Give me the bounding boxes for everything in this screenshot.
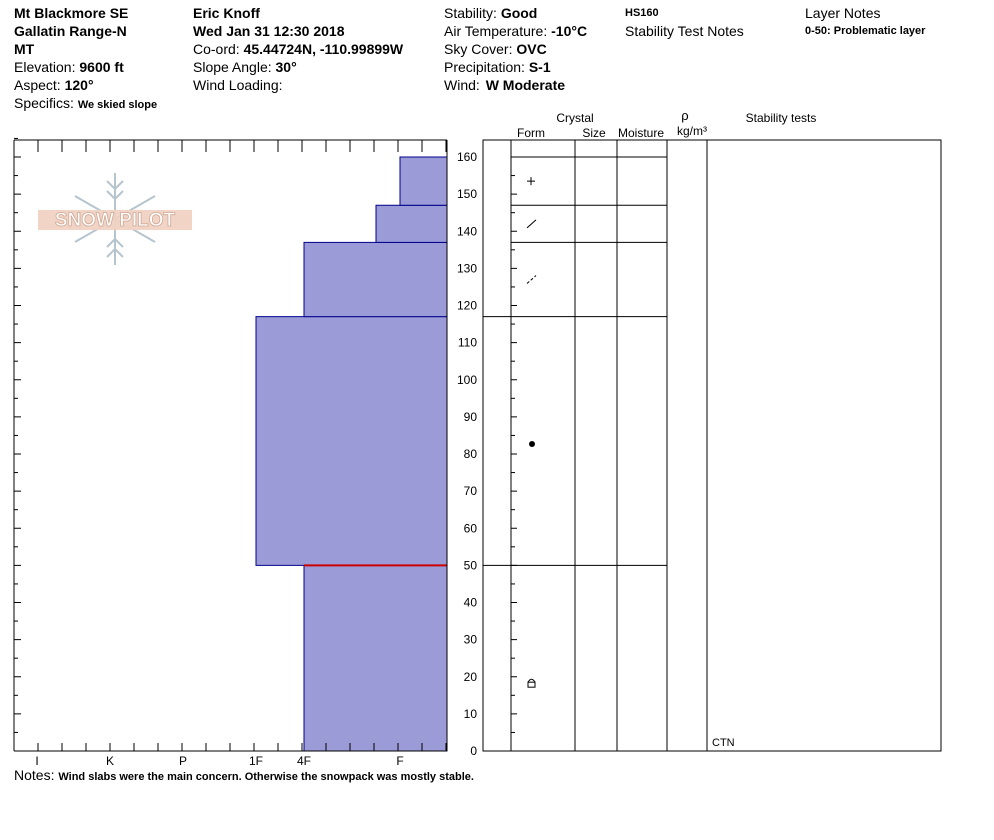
air-temp-label: Air Temperature: (444, 23, 548, 39)
faceted-rounding-icon (527, 681, 536, 688)
rounded-grains-icon (529, 441, 535, 448)
location-name: Mt Blackmore SE (14, 5, 129, 21)
height-tick-label: 140 (457, 224, 477, 238)
height-tick-label: 130 (457, 261, 477, 275)
hardness-layers (255, 156, 448, 752)
air-temp-field: Air Temperature: -10°C (444, 22, 587, 40)
crystal-header: Crystal (556, 111, 593, 125)
slope-label: Slope Angle: (193, 59, 272, 75)
hardness-tick-label: K (106, 754, 114, 768)
aspect-value: 120° (64, 77, 94, 93)
hardness-tick-label: I (35, 754, 38, 768)
notes-text: Wind slabs were the main concern. Otherw… (58, 771, 474, 783)
observer-name: Eric Knoff (193, 5, 260, 21)
precipitation-label: Precipitation: (444, 59, 525, 75)
hardness-tick-label: P (179, 754, 187, 768)
hardness-tick-label: 4F (297, 754, 311, 768)
height-tick-label: 80 (464, 447, 478, 461)
air-temp-value: -10°C (551, 23, 588, 39)
observation-datetime: Wed Jan 31 12:30 2018 (193, 23, 345, 39)
specifics-label: Specifics: (14, 95, 74, 111)
elevation-field: Elevation: 9600 ft (14, 58, 124, 76)
height-tick-label: 150 (457, 187, 477, 201)
snow-pilot-logo: SNOW PILOT (38, 173, 192, 265)
precipitation-field: Precipitation: S-1 (444, 58, 551, 76)
height-tick-label: 60 (464, 521, 478, 535)
notes-label: Notes: (14, 767, 55, 783)
stability-test-notes-title: Stability Test Notes (625, 23, 744, 39)
stability-value: Good (500, 5, 538, 21)
height-tick-label: 70 (464, 484, 478, 498)
hardness-layer-1 (255, 316, 448, 566)
wind-label: Wind: (444, 77, 480, 93)
coord-label: Co-ord: (193, 41, 240, 57)
stability-tests-header: Stability tests (746, 111, 817, 125)
height-tick-label: 90 (464, 410, 478, 424)
stability-test-result: CTN (712, 737, 735, 749)
slope-value: 30° (275, 59, 297, 75)
slope-field: Slope Angle: 30° (193, 58, 297, 76)
height-tick-label: 0 (470, 744, 477, 758)
wind-loading-field: Wind Loading: (193, 76, 283, 94)
precipitation-value: S-1 (528, 59, 551, 75)
logo-text: SNOW PILOT (55, 210, 176, 231)
hardness-axis: I K P 1F 4F F (13, 137, 448, 768)
crystal-form-symbols (526, 177, 537, 688)
logo-banner (38, 210, 192, 230)
aspect-field: Aspect: 120° (14, 76, 94, 94)
height-tick-label: 120 (457, 299, 477, 313)
decomposing-fragments-icon (526, 275, 537, 284)
coord-field: Co-ord: 45.44724N, -110.99899W (193, 40, 403, 58)
height-tick-label: 50 (464, 558, 478, 572)
stability-field: Stability: Good (444, 4, 537, 22)
faceted-rounding-icon (527, 678, 536, 683)
specifics-value: We skied slope (77, 99, 158, 111)
elevation-value: 9600 ft (79, 59, 124, 75)
aspect-label: Aspect: (14, 77, 61, 93)
sky-cover-field: Sky Cover: OVC (444, 40, 547, 58)
moisture-header: Moisture (618, 126, 664, 140)
hs-value: HS160 (625, 7, 659, 19)
stability-grid-frame (482, 139, 942, 752)
hardness-layer-2 (303, 241, 448, 318)
elevation-label: Elevation: (14, 59, 76, 75)
state-name: MT (14, 41, 35, 57)
layer-notes-title: Layer Notes (805, 5, 881, 21)
density-rho-header: ρ (681, 108, 688, 123)
sky-cover-value: OVC (516, 41, 547, 57)
sky-cover-label: Sky Cover: (444, 41, 513, 57)
coord-value: 45.44724N, -110.99899W (243, 41, 404, 57)
height-axis: 0 10 20 30 40 50 60 70 80 90 100 110 120 130 140 150 160 (457, 150, 477, 758)
hardness-tick-label: F (396, 754, 403, 768)
density-unit-header: kg/m³ (677, 124, 707, 138)
layer-note: 0-50: Problematic layer (805, 25, 926, 37)
decomposing-fragments-icon (526, 219, 537, 229)
range-name: Gallatin Range-N (14, 23, 127, 39)
height-tick-label: 40 (464, 596, 478, 610)
height-tick-label: 10 (464, 707, 478, 721)
height-tick-label: 30 (464, 633, 478, 647)
wind-value: W Moderate (485, 77, 566, 93)
hardness-layer-0 (303, 564, 448, 752)
hardness-tick-label: 1F (249, 754, 263, 768)
hardness-layer-3 (375, 204, 448, 243)
wind-loading-label: Wind Loading: (193, 77, 283, 93)
notes-field: Notes: Wind slabs were the main concern.… (14, 766, 474, 786)
height-tick-label: 160 (457, 150, 477, 164)
height-tick-label: 20 (464, 670, 478, 684)
height-tick-label: 100 (457, 373, 477, 387)
hardness-layer-4 (399, 156, 448, 206)
stability-label: Stability: (444, 5, 497, 21)
size-header: Size (582, 126, 606, 140)
wind-field: Wind: W Moderate (444, 76, 565, 94)
layer-grid (482, 139, 942, 752)
specifics-field: Specifics: We skied slope (14, 94, 157, 114)
height-tick-label: 110 (458, 336, 477, 350)
form-header: Form (517, 126, 545, 140)
